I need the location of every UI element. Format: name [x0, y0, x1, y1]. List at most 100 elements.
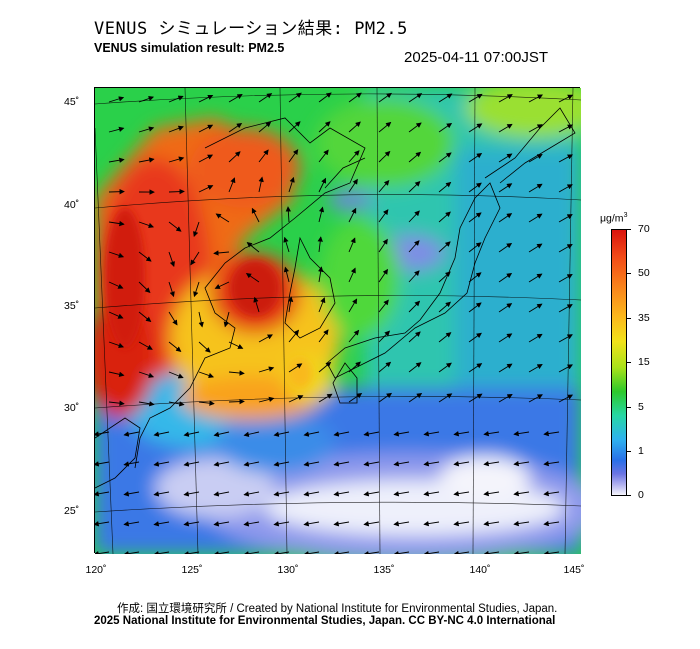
wind-arrow: [243, 461, 260, 467]
wind-arrow: [393, 550, 410, 554]
wind-arrow: [318, 149, 329, 163]
lat-label-30: 30˚: [64, 402, 80, 414]
wind-arrow: [393, 431, 410, 437]
wind-arrow: [408, 331, 421, 343]
wind-arrow: [168, 341, 182, 352]
wind-arrow: [453, 520, 470, 527]
wind-arrow: [258, 176, 264, 193]
wind-arrow: [183, 551, 200, 554]
wind-arrow: [288, 92, 302, 103]
wind-arrow: [318, 393, 333, 403]
wind-arrow: [543, 520, 560, 527]
wind-arrow: [108, 251, 125, 258]
wind-arrow: [318, 297, 326, 313]
wind-arrow: [513, 520, 530, 527]
copyright-line: 2025 National Institute for Environmenta…: [94, 615, 556, 627]
wind-arrow: [483, 550, 500, 554]
wind-arrow: [258, 149, 269, 163]
wind-arrow: [168, 371, 184, 379]
wind-arrow: [258, 396, 275, 403]
wind-arrow: [108, 96, 125, 103]
wind-arrow: [408, 122, 422, 133]
wind-arrow: [198, 311, 204, 328]
wind-arrow: [378, 392, 393, 403]
title-english: VENUS simulation result: PM2.5: [94, 41, 285, 55]
wind-arrow: [285, 206, 292, 223]
wind-arrow: [558, 214, 573, 223]
wind-arrow: [408, 151, 422, 163]
wind-arrow: [318, 92, 332, 103]
wind-arrow: [168, 251, 175, 268]
wind-arrow: [378, 361, 392, 373]
wind-arrow: [333, 551, 350, 554]
wind-arrow: [193, 281, 200, 298]
wind-arrow: [438, 241, 451, 253]
wind-arrow: [273, 551, 290, 554]
wind-arrow: [438, 362, 452, 373]
wind-arrow: [288, 395, 304, 403]
wind-arrow: [333, 491, 350, 497]
wind-arrow: [123, 491, 140, 497]
colorbar-label-70: 70: [638, 223, 650, 235]
wind-arrow: [528, 364, 543, 373]
wind-arrow: [288, 121, 301, 133]
wind-arrow: [183, 461, 200, 467]
wind-arrow: [363, 521, 380, 527]
wind-arrow: [138, 341, 153, 350]
wind-arrow: [348, 92, 362, 103]
lon-label-120: 120˚: [85, 564, 107, 576]
wind-arrow: [318, 177, 327, 193]
wind-arrow: [498, 213, 513, 223]
wind-arrow: [213, 250, 230, 256]
wind-arrow: [333, 461, 350, 467]
wind-arrow: [528, 243, 543, 253]
wind-arrow: [153, 461, 170, 467]
wind-arrow: [273, 491, 290, 497]
wind-arrow: [193, 221, 200, 238]
wind-arrow: [123, 461, 140, 467]
wind-arrow: [288, 329, 300, 343]
wind-arrow: [273, 521, 290, 527]
wind-arrow: [318, 121, 331, 133]
wind-arrow: [253, 296, 260, 313]
wind-arrow: [258, 93, 273, 103]
wind-arrow: [498, 153, 513, 163]
wind-arrow: [123, 521, 140, 527]
wind-arrow: [183, 521, 200, 527]
wind-arrow: [228, 341, 244, 349]
wind-arrow: [408, 270, 420, 283]
wind-arrow: [251, 207, 260, 223]
wind-arrow: [95, 431, 110, 437]
colorbar-label-15: 15: [638, 356, 650, 368]
wind-arrow: [138, 157, 155, 163]
wind-arrow: [348, 298, 358, 313]
wind-arrow: [438, 271, 451, 283]
wind-arrow: [378, 238, 388, 253]
wind-arrow: [168, 401, 185, 407]
wind-arrow: [228, 151, 241, 163]
wind-arrow: [363, 550, 380, 554]
pm25-map: [94, 87, 581, 554]
wind-arrow: [528, 183, 543, 193]
forecast-timestamp: 2025-04-11 07:00JST: [404, 49, 548, 66]
wind-arrow: [348, 207, 357, 223]
lon-label-145: 145˚: [563, 564, 585, 576]
wind-arrow: [423, 431, 440, 437]
wind-arrow: [558, 154, 573, 163]
wind-arrow: [153, 431, 170, 437]
wind-arrow: [95, 461, 110, 467]
wind-arrow: [288, 363, 303, 373]
wind-arrow: [468, 302, 482, 313]
wind-arrow: [558, 94, 574, 103]
wind-arrow: [513, 460, 530, 467]
wind-arrow: [423, 461, 440, 467]
wind-arrow: [228, 123, 243, 133]
wind-arrow: [108, 220, 125, 227]
wind-arrow: [108, 157, 125, 163]
wind-arrow: [108, 281, 124, 289]
wind-arrow: [363, 461, 380, 467]
wind-arrow: [153, 551, 170, 554]
wind-arrow: [453, 431, 470, 437]
wind-arrow: [183, 431, 200, 437]
wind-arrow: [108, 371, 125, 377]
